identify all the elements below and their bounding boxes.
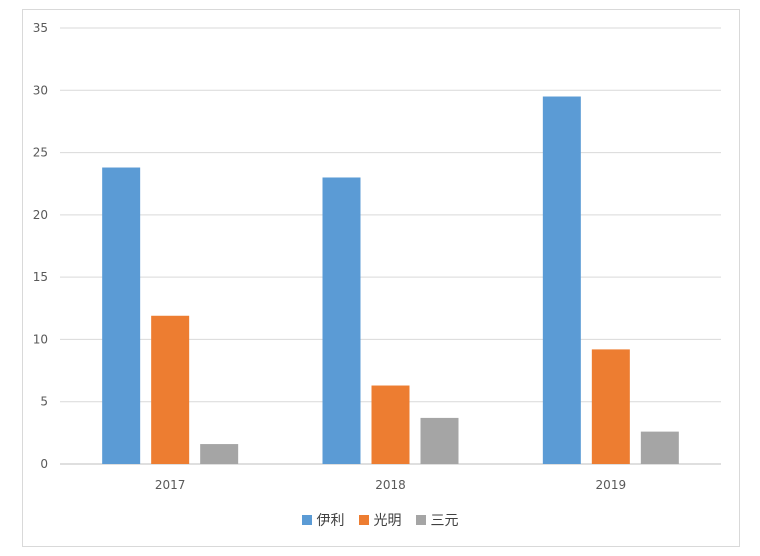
bar [371, 385, 410, 464]
bar [200, 444, 239, 464]
bar [542, 96, 581, 464]
legend-item-sanyuan: 三元 [415, 510, 459, 530]
y-tick-label: 35 [33, 21, 48, 35]
bar [640, 431, 679, 464]
legend-swatch-guangming [358, 515, 369, 525]
bar [420, 417, 459, 464]
y-tick-label: 30 [33, 83, 48, 97]
y-tick-label: 20 [33, 208, 48, 222]
y-tick-label: 0 [40, 457, 48, 471]
x-tick-label: 2017 [155, 478, 186, 492]
bar [102, 167, 141, 464]
legend-item-guangming: 光明 [358, 510, 402, 530]
legend-swatch-yili [301, 515, 312, 525]
legend: 伊利 光明 三元 [0, 510, 760, 530]
y-tick-label: 15 [33, 270, 48, 284]
x-tick-label: 2019 [596, 478, 627, 492]
legend-label-yili: 伊利 [316, 513, 345, 529]
legend-label-sanyuan: 三元 [430, 513, 459, 529]
y-tick-label: 5 [40, 395, 48, 409]
legend-swatch-sanyuan [415, 515, 426, 525]
bar [151, 315, 190, 464]
bar [322, 177, 361, 464]
y-tick-label: 10 [33, 332, 48, 346]
y-tick-label: 25 [33, 146, 48, 160]
legend-label-guangming: 光明 [373, 513, 402, 529]
legend-item-yili: 伊利 [301, 510, 345, 530]
bar [591, 349, 630, 464]
x-tick-label: 2018 [375, 478, 406, 492]
